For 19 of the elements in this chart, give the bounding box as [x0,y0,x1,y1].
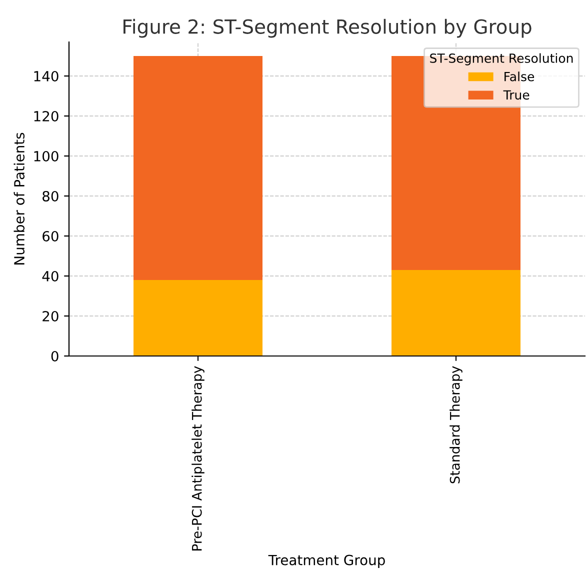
y-tick-label: 60 [42,230,58,242]
y-tick-label: 0 [51,350,58,362]
x-axis-title: Treatment Group [268,554,385,568]
y-tick-label: 140 [34,70,58,82]
y-tick-label: 20 [42,310,58,322]
chart-title: Figure 2: ST-Segment Resolution by Group [124,18,532,38]
bar [392,270,520,356]
x-tick-label: Standard Therapy [450,366,462,484]
y-tick-label: 80 [42,190,58,202]
y-tick-label: 120 [34,110,58,122]
x-tick-label: Pre-PCI Antiplatelet Therapy [192,366,204,550]
legend-label: False [504,72,534,82]
legend-label: True [503,90,530,100]
y-tick-label: 40 [42,270,58,282]
bar [134,56,262,280]
bar [134,280,262,356]
y-axis-title: Number of Patients [14,132,25,264]
y-tick-label: 100 [34,150,58,162]
legend-title: ST-Segment Resolution [430,53,573,66]
